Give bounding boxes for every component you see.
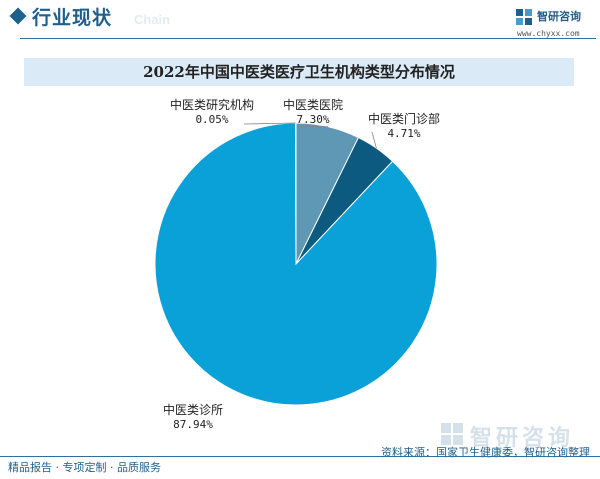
slice-name-hospital: 中医类医院 [283,98,344,112]
slice-value-hospital: 7.30% [296,113,330,126]
brand-name: 智研咨询 [537,10,581,23]
watermark-text: 智研咨询 [470,426,575,451]
slice-name-research: 中医类研究机构 [170,98,255,112]
chart-title: 2022年中国中医类医疗卫生机构类型分布情况 [24,58,574,86]
brand-url: www.chyxx.com [517,29,580,38]
leader-line-research [243,122,296,125]
slice-label-hospital: 中医类医院 7.30% [283,96,343,126]
slice-value-research: 0.05% [195,113,229,126]
watermark-logo: 智研咨询 [440,420,590,451]
section-header: 行业现状 Chain 智研咨询 www.chyxx.com [0,0,600,40]
slice-label-research: 中医类研究机构 0.05% [170,96,254,126]
brand-logo: 智研咨询 www.chyxx.com [515,8,595,38]
leader-line-hospital [296,125,329,128]
slice-label-clinic: 中医类诊所 87.94% [163,401,223,431]
section-title: 行业现状 [32,7,113,29]
slice-value-clinic-dept: 4.71% [387,127,421,140]
slice-value-clinic: 87.94% [173,418,213,431]
slice-name-clinic-dept: 中医类门诊部 [368,112,441,126]
slice-label-clinic-dept: 中医类门诊部 4.71% [368,110,440,140]
section-watermark-text: Chain [134,12,171,27]
watermark-logo-icon [441,423,463,445]
header-divider [20,38,596,39]
slice-name-clinic: 中医类诊所 [163,403,224,417]
footer-text: 精品报告 · 专项定制 · 品质服务 [8,461,161,474]
footer-divider [0,456,600,457]
source-note: 资料来源：国家卫生健康委，智研咨询整理 [381,446,590,459]
brand-logo-icon [516,9,532,25]
leader-line-clinic-dept [371,131,377,149]
